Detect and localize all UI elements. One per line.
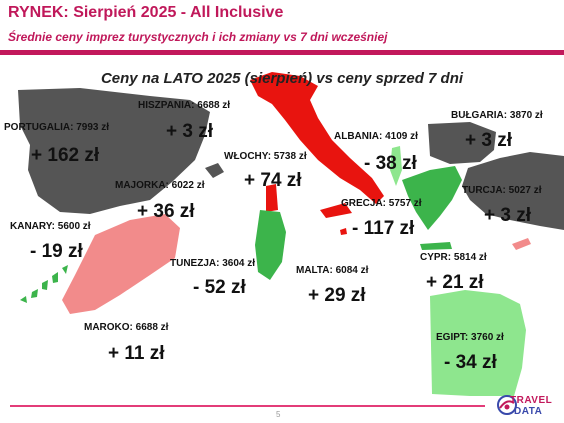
footer-divider bbox=[10, 405, 485, 407]
logo-text-travel: TRAVEL bbox=[510, 395, 553, 406]
travel-data-logo-icon bbox=[497, 395, 517, 415]
change-bulgaria: + 3 zł bbox=[465, 130, 512, 151]
label-cypr: CYPR: 5814 zł bbox=[420, 252, 487, 263]
logo-text-data: DATA bbox=[514, 406, 543, 417]
country-shape-iberia bbox=[18, 88, 210, 214]
country-shape-cypr bbox=[512, 238, 531, 250]
label-turcja: TURCJA: 5027 zł bbox=[462, 185, 542, 196]
country-shape-malta bbox=[340, 228, 347, 235]
page-subtitle: Średnie ceny imprez turystycznych i ich … bbox=[8, 30, 388, 44]
change-majorka: + 36 zł bbox=[137, 201, 195, 222]
change-grecja: - 117 zł bbox=[352, 218, 415, 239]
change-egipt: - 34 zł bbox=[444, 352, 497, 373]
header-divider bbox=[0, 50, 564, 55]
change-albania: - 38 zł bbox=[364, 153, 417, 174]
country-shape-grecja bbox=[402, 166, 462, 230]
label-bulgaria: BUŁGARIA: 3870 zł bbox=[451, 110, 543, 121]
label-maroko: MAROKO: 6688 zł bbox=[84, 322, 169, 333]
country-shape-wlochy bbox=[250, 72, 384, 204]
country-shape-majorka bbox=[205, 163, 224, 178]
country-shape-egipt bbox=[430, 290, 526, 396]
change-turcja: + 3 zł bbox=[484, 205, 531, 226]
change-hiszpania: + 3 zł bbox=[166, 121, 213, 142]
country-shape-kreta bbox=[420, 242, 452, 250]
country-shape-albania bbox=[390, 146, 402, 186]
change-malta: + 29 zł bbox=[308, 285, 366, 306]
label-malta: MALTA: 6084 zł bbox=[296, 265, 369, 276]
page-title: RYNEK: Sierpień 2025 - All Inclusive bbox=[8, 4, 284, 21]
label-kanary: KANARY: 5600 zł bbox=[10, 221, 91, 232]
page-number: 5 bbox=[276, 410, 281, 419]
change-cypr: + 21 zł bbox=[426, 272, 484, 293]
label-albania: ALBANIA: 4109 zł bbox=[334, 131, 418, 142]
label-portugalia: PORTUGALIA: 7993 zł bbox=[4, 122, 110, 133]
change-maroko: + 11 zł bbox=[108, 343, 165, 364]
country-shape-turcja bbox=[462, 152, 564, 230]
label-majorka: MAJORKA: 6022 zł bbox=[115, 180, 205, 191]
country-shape-bulgaria bbox=[428, 122, 496, 164]
country-shape-sycylia bbox=[320, 203, 352, 218]
map-title: Ceny na LATO 2025 (sierpień) vs ceny spr… bbox=[100, 70, 464, 87]
change-tunezja: - 52 zł bbox=[193, 277, 246, 298]
country-shape-maroko bbox=[62, 214, 180, 314]
country-shape-kanary bbox=[20, 265, 68, 303]
country-shape-tunezja bbox=[255, 210, 286, 280]
change-wlochy: + 74 zł bbox=[244, 170, 302, 191]
label-tunezja: TUNEZJA: 3604 zł bbox=[170, 258, 256, 269]
label-egipt: EGIPT: 3760 zł bbox=[436, 332, 504, 343]
change-portugalia: + 162 zł bbox=[31, 145, 100, 166]
country-shape-sardynia bbox=[266, 184, 278, 212]
label-grecja: GRECJA: 5757 zł bbox=[341, 198, 422, 209]
label-hiszpania: HISZPANIA: 6688 zł bbox=[138, 100, 231, 111]
label-wlochy: WŁOCHY: 5738 zł bbox=[224, 151, 307, 162]
change-kanary: - 19 zł bbox=[30, 241, 83, 262]
